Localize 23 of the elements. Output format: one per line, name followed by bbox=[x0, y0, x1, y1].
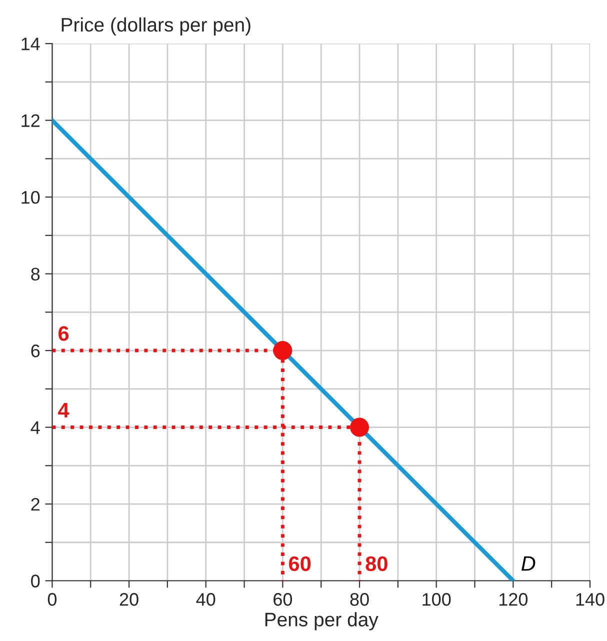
x-tick-label: 80 bbox=[350, 593, 369, 606]
x-tick-label: 20 bbox=[120, 593, 138, 606]
annotation: 60 bbox=[289, 556, 311, 572]
y-tick-label: 6 bbox=[31, 344, 40, 358]
y-tick-label: 10 bbox=[22, 190, 40, 204]
series-label: D bbox=[522, 556, 536, 571]
annotation: 80 bbox=[366, 556, 388, 572]
y-tick-label: 14 bbox=[22, 38, 40, 50]
x-tick-label: 40 bbox=[196, 593, 216, 606]
x-tick-label: 0 bbox=[48, 593, 57, 606]
x-tick-label: 140 bbox=[576, 593, 604, 606]
annotation: 4 bbox=[58, 403, 70, 418]
y-tick-label: 0 bbox=[31, 574, 40, 588]
x-tick-label: 60 bbox=[274, 593, 292, 606]
y-tick-label: 12 bbox=[22, 114, 40, 127]
y-tick-label: 4 bbox=[30, 421, 40, 434]
x-axis-title: Pens per day bbox=[265, 612, 378, 630]
y-tick-label: 2 bbox=[31, 498, 40, 511]
y-tick-label: 8 bbox=[31, 268, 40, 281]
x-tick-label: 100 bbox=[422, 593, 451, 606]
y-axis-title: Price (dollars per pen) bbox=[62, 17, 250, 36]
annotation: 6 bbox=[58, 326, 69, 341]
x-tick-label: 120 bbox=[499, 593, 528, 606]
